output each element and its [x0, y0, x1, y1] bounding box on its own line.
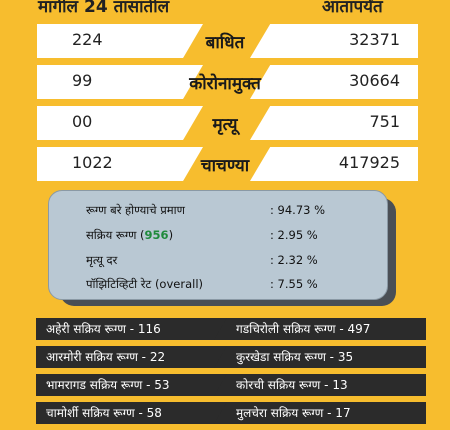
active-count: 956	[144, 228, 169, 242]
tests-total: 417925	[338, 153, 400, 172]
row-infected: 224 बाधित 32371	[0, 24, 450, 60]
deaths-24h: 00	[72, 112, 93, 131]
recovery-rate-value: : 94.73 %	[270, 203, 326, 217]
active-label-post: )	[168, 228, 174, 242]
recovered-total: 30664	[349, 71, 400, 90]
district-chamorshi: चामोर्शी सक्रिय रूग्ण - 58	[36, 402, 228, 424]
positivity-rate-label: पॉझिटिव्हिटी रेट (overall)	[86, 277, 204, 291]
pill-left	[37, 24, 203, 58]
district-aheri: अहेरी सक्रिय रूग्ण - 116	[36, 318, 228, 340]
recovered-label: कोरोनामुक्त	[189, 74, 261, 94]
deaths-total: 751	[369, 112, 400, 131]
tests-24h: 1022	[72, 153, 113, 172]
district-mulchera: मुलचेरा सक्रिय रूग्ण - 17	[214, 402, 426, 424]
row-recovered: 99 कोरोनामुक्त 30664	[0, 65, 450, 101]
infected-label: बाधित	[205, 33, 245, 53]
district-armori: आरमोरी सक्रिय रूग्ण - 22	[36, 346, 228, 368]
infected-total: 32371	[349, 30, 400, 49]
active-cases-label: सक्रिय रूग्ण (956)	[86, 228, 173, 243]
pill-right	[250, 24, 418, 58]
deaths-label: मृत्यू	[212, 115, 238, 135]
active-label-pre: सक्रिय रूग्ण (	[86, 228, 145, 242]
active-cases-value: : 2.95 %	[270, 228, 318, 242]
pill-left	[37, 147, 203, 181]
header-last-24h: मागील 24 तासांतील	[38, 0, 170, 17]
stats-panel	[48, 190, 388, 300]
pill-left	[37, 106, 203, 140]
district-kurkheda: कुरखेडा सक्रिय रूग्ण - 35	[214, 346, 426, 368]
row-deaths: 00 मृत्यू 751	[0, 106, 450, 142]
recovery-rate-label: रूग्ण बरे होण्याचे प्रमाण	[86, 203, 185, 217]
death-rate-value: : 2.32 %	[270, 253, 318, 267]
district-gadchiroli: गडचिरोली सक्रिय रूग्ण - 497	[214, 318, 426, 340]
row-tests: 1022 चाचण्या 417925	[0, 147, 450, 183]
infected-24h: 224	[72, 30, 103, 49]
pill-right	[250, 147, 418, 181]
pill-right	[250, 65, 418, 99]
recovered-24h: 99	[72, 71, 93, 90]
district-korchi: कोरची सक्रिय रूग्ण - 13	[214, 374, 426, 396]
positivity-rate-value: : 7.55 %	[270, 277, 318, 291]
district-bhamragad: भामरागड सक्रिय रूग्ण - 53	[36, 374, 228, 396]
tests-label: चाचण्या	[200, 156, 250, 176]
pill-right	[250, 106, 418, 140]
death-rate-label: मृत्यू दर	[86, 253, 118, 267]
header-total: आतापर्यंत	[322, 0, 383, 17]
pill-left	[37, 65, 203, 99]
